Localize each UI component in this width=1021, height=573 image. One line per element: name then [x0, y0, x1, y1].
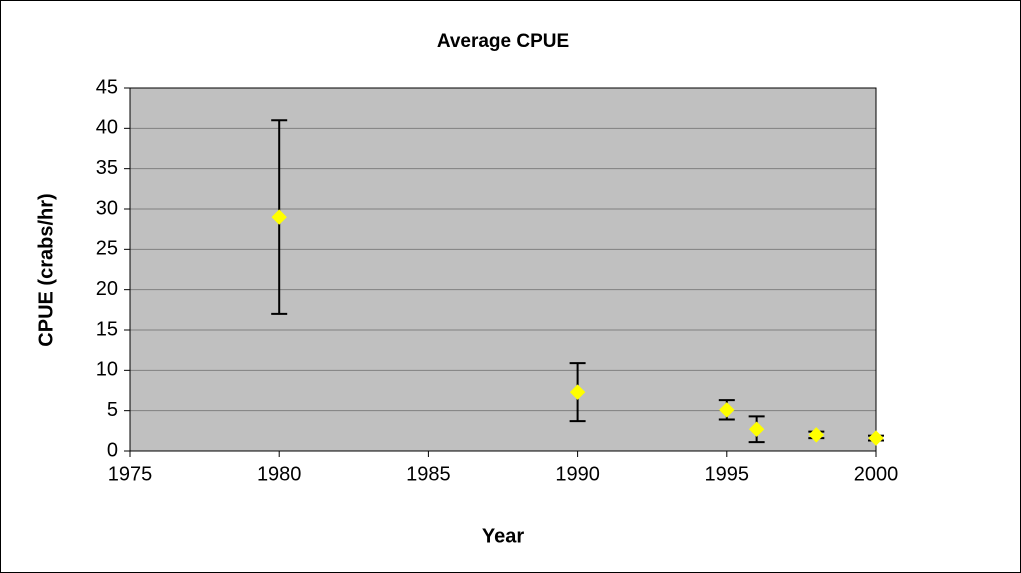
x-tick-label: 1990 [555, 463, 600, 485]
marker [271, 209, 287, 225]
marker [868, 430, 884, 446]
x-tick-label: 1980 [257, 463, 302, 485]
x-axis-label: Year [482, 525, 524, 547]
x-tick-label: 2000 [854, 463, 899, 485]
x-tick-label: 1975 [108, 463, 153, 485]
x-tick-label: 1985 [406, 463, 451, 485]
plot-area [130, 88, 876, 451]
plot-border [129, 87, 877, 452]
marker [719, 402, 735, 418]
chart-title: Average CPUE [437, 31, 569, 52]
y-tick-label: 40 [96, 117, 118, 139]
y-tick-label: 25 [96, 238, 118, 260]
y-axis-label: CPUE (crabs/hr) [35, 193, 57, 346]
y-tick-label: 10 [96, 359, 118, 381]
y-tick-label: 5 [107, 399, 118, 421]
y-tick-label: 20 [96, 278, 118, 300]
y-tick-label: 15 [96, 318, 118, 340]
marker [569, 384, 586, 400]
y-tick-label: 30 [96, 197, 118, 219]
x-tick-label: 1995 [705, 463, 750, 485]
y-tick-label: 45 [96, 76, 118, 98]
marker [808, 427, 825, 443]
y-tick-label: 35 [96, 157, 118, 179]
marker [748, 421, 765, 437]
y-tick-label: 0 [107, 439, 118, 461]
